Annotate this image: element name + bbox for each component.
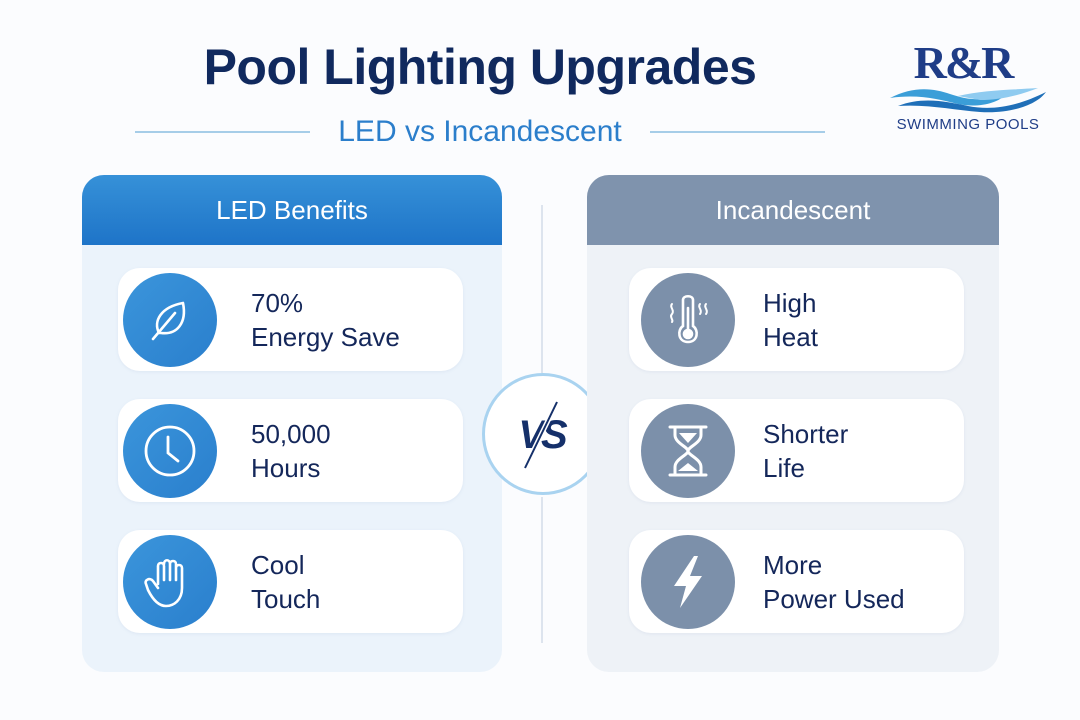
logo-tagline: SWIMMING POOLS xyxy=(896,116,1040,133)
drawback-text: More Power Used xyxy=(763,548,905,616)
incandescent-drawback-card: More Power Used xyxy=(629,530,964,633)
clock-icon xyxy=(123,403,217,498)
benefit-label: Energy Save xyxy=(251,321,400,352)
benefit-label: Hours xyxy=(251,452,321,483)
benefit-text: 50,000 Hours xyxy=(251,417,331,485)
lightning-bolt-icon xyxy=(641,534,735,629)
center-divider-bottom xyxy=(541,497,543,643)
logo-mark: R&R xyxy=(913,37,1015,88)
drawback-text: High Heat xyxy=(763,286,818,354)
benefit-text: 70% Energy Save xyxy=(251,286,400,354)
benefit-value: 50,000 xyxy=(251,418,331,449)
drawback-value: More xyxy=(763,549,823,580)
page-subtitle: LED vs Incandescent xyxy=(338,115,622,148)
incandescent-drawback-card: High Heat xyxy=(629,268,964,371)
wave-icon xyxy=(890,88,1046,113)
benefit-value: 70% xyxy=(251,287,304,318)
benefit-text: Cool Touch xyxy=(251,548,320,616)
subtitle-divider-right xyxy=(649,131,825,133)
svg-text:VS: VS xyxy=(518,413,568,457)
vs-icon: VS xyxy=(518,400,572,470)
led-panel-heading: LED Benefits xyxy=(82,175,502,245)
subtitle-divider-left xyxy=(135,131,311,133)
leaf-icon xyxy=(123,272,217,367)
incandescent-panel: Incandescent High Heat xyxy=(587,175,999,672)
thermometer-heat-icon xyxy=(641,272,735,367)
hand-icon xyxy=(123,534,217,629)
incandescent-panel-heading: Incandescent xyxy=(587,175,999,245)
incandescent-drawback-card: Shorter Life xyxy=(629,399,964,502)
drawback-value: Shorter xyxy=(763,418,849,449)
center-divider-top xyxy=(541,205,543,373)
led-benefit-card: 70% Energy Save xyxy=(118,268,463,371)
drawback-label: Power Used xyxy=(763,583,905,614)
subtitle-row: LED vs Incandescent xyxy=(135,112,825,152)
led-benefit-card: 50,000 Hours xyxy=(118,399,463,502)
led-benefits-panel: LED Benefits 70% Energy Save 50,000 Hour… xyxy=(82,175,502,672)
drawback-label: Heat xyxy=(763,321,818,352)
vs-badge: VS xyxy=(482,373,604,495)
benefit-label: Touch xyxy=(251,583,321,614)
page-title: Pool Lighting Upgrades xyxy=(203,39,757,95)
drawback-label: Life xyxy=(763,452,805,483)
hourglass-icon xyxy=(641,403,735,498)
led-benefit-card: Cool Touch xyxy=(118,530,463,633)
brand-logo: R&R SWIMMING POOLS xyxy=(888,38,1058,138)
drawback-text: Shorter Life xyxy=(763,417,848,485)
benefit-value: Cool xyxy=(251,549,305,580)
drawback-value: High xyxy=(763,287,817,318)
